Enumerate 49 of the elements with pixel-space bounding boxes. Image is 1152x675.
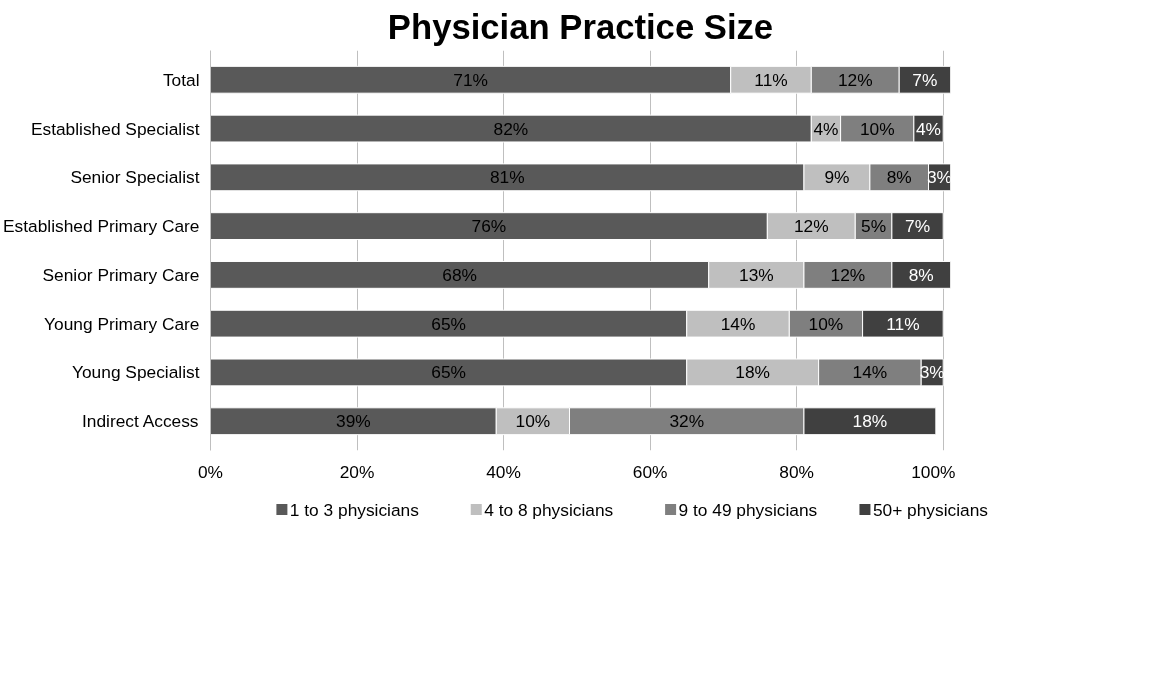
- x-tick-label: 40%: [486, 461, 521, 482]
- x-tick-label: 60%: [632, 461, 668, 482]
- data-label: 13%: [739, 264, 774, 285]
- data-label: 14%: [720, 313, 756, 334]
- y-tick-label: Young Primary Care: [44, 313, 200, 334]
- data-label: 32%: [669, 411, 705, 432]
- y-tick-label: Senior Specialist: [70, 167, 200, 188]
- y-tick-label: Established Primary Care: [3, 216, 200, 237]
- data-label: 11%: [754, 69, 788, 90]
- legend-label: 4 to 8 physicians: [484, 499, 614, 520]
- x-tick-label: 20%: [339, 461, 375, 482]
- data-label: 7%: [905, 216, 931, 237]
- data-label: 71%: [453, 69, 488, 90]
- data-label: 11%: [886, 313, 920, 334]
- legend-label: 50+ physicians: [872, 499, 989, 520]
- data-label: 5%: [861, 216, 887, 237]
- data-label: 7%: [912, 69, 938, 90]
- y-tick-label: Total: [162, 69, 200, 90]
- data-label: 12%: [830, 264, 866, 285]
- data-label: 18%: [735, 362, 771, 383]
- y-tick-label: Established Specialist: [30, 118, 200, 139]
- data-label: 10%: [515, 411, 551, 432]
- data-label: 65%: [431, 313, 466, 334]
- data-label: 81%: [489, 167, 525, 188]
- data-label: 82%: [493, 118, 529, 139]
- data-label: 10%: [859, 118, 895, 139]
- legend-label: 1 to 3 physicians: [289, 499, 420, 520]
- data-label: 12%: [837, 69, 873, 90]
- data-label: 12%: [793, 216, 829, 237]
- data-label: 4%: [916, 118, 942, 139]
- legend-label: 9 to 49 physicians: [678, 499, 818, 520]
- data-label: 4%: [813, 118, 839, 139]
- data-label: 39%: [336, 411, 371, 432]
- y-tick-label: Senior Primary Care: [42, 264, 200, 285]
- data-label: 68%: [442, 264, 477, 285]
- data-label: 14%: [852, 362, 888, 383]
- x-tick-label: 0%: [197, 461, 224, 482]
- y-tick-label: Young Specialist: [72, 362, 200, 383]
- chart-title: Physician Practice Size: [387, 7, 774, 46]
- data-label: 8%: [908, 264, 934, 285]
- y-tick-label: Indirect Access: [82, 411, 199, 432]
- data-label: 8%: [886, 167, 912, 188]
- data-label: 65%: [431, 362, 466, 383]
- data-label: 9%: [824, 167, 850, 188]
- data-label: 10%: [808, 313, 844, 334]
- x-tick-label: 80%: [779, 461, 814, 482]
- data-label: 18%: [852, 411, 888, 432]
- x-tick-label: 100%: [911, 461, 956, 482]
- data-label: 76%: [471, 216, 507, 237]
